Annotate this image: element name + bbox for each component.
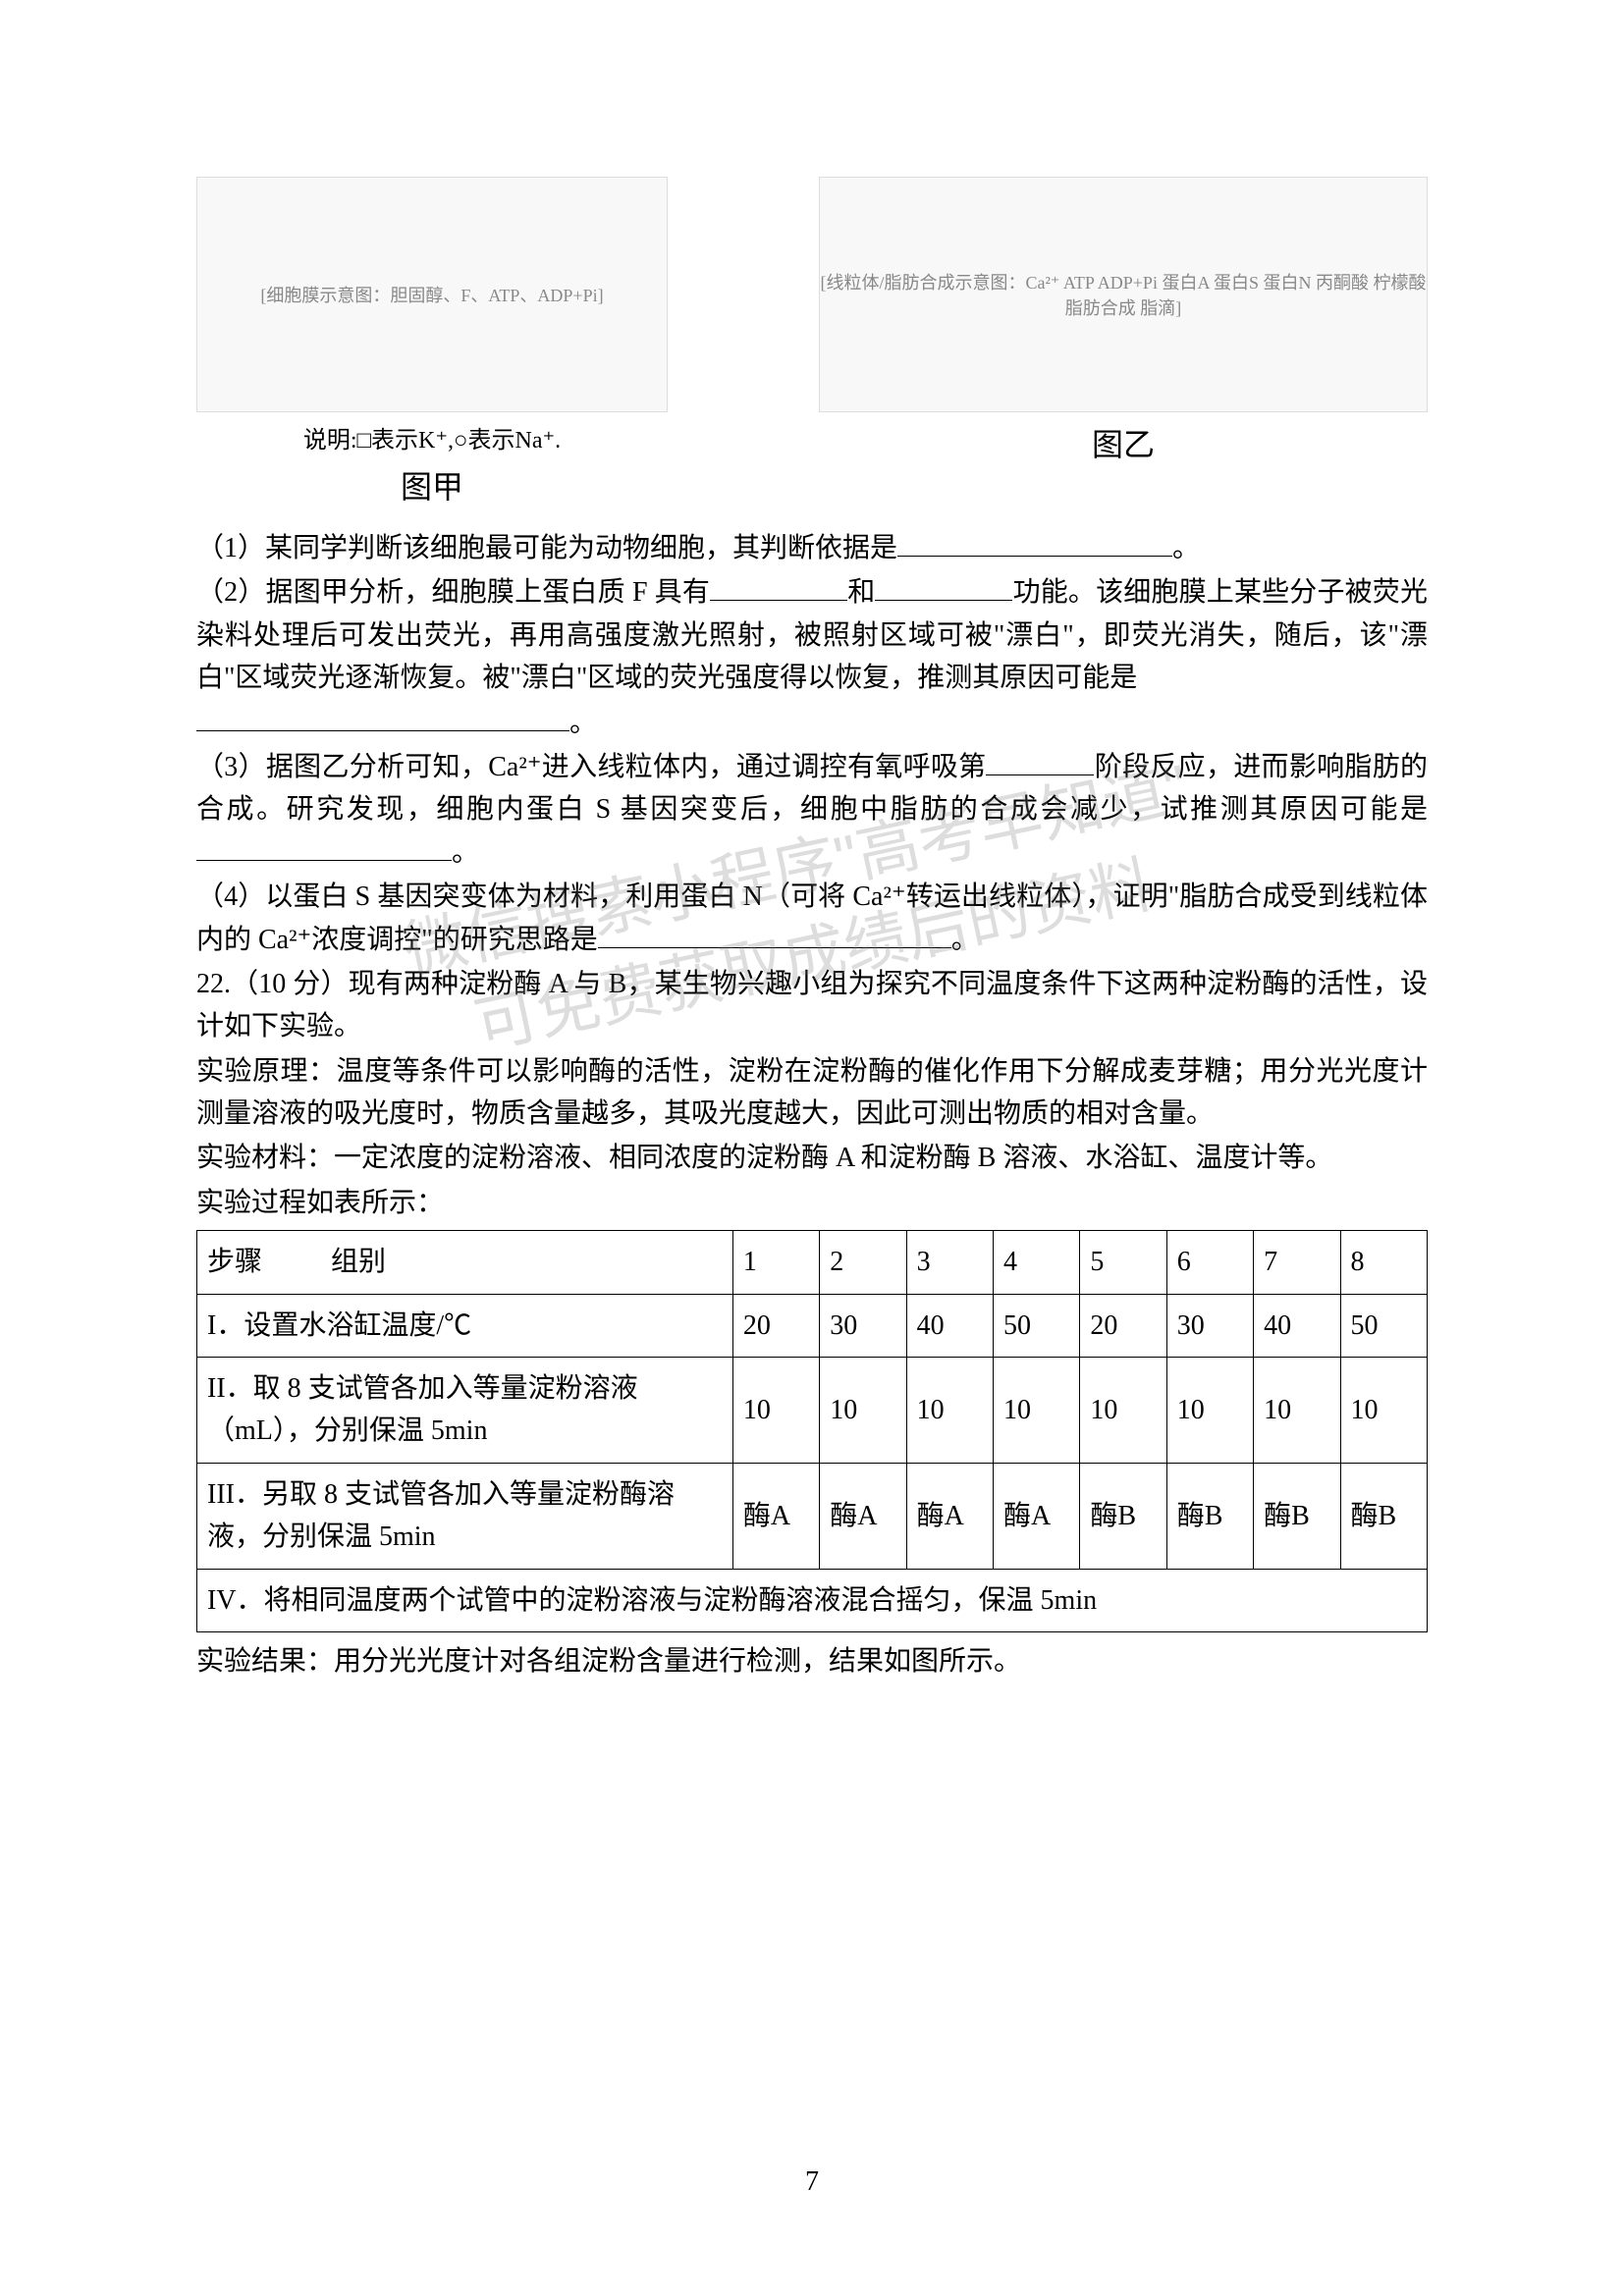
cell: 50	[994, 1294, 1080, 1357]
cell: 20	[732, 1294, 819, 1357]
period: 。	[452, 837, 479, 868]
table-header-row: 步骤 组别 1 2 3 4 5 6 7 8	[197, 1231, 1428, 1294]
blank	[875, 575, 1012, 602]
cell: 10	[994, 1358, 1080, 1464]
table-row: III．另取 8 支试管各加入等量淀粉酶溶液，分别保温 5min 酶A 酶A 酶…	[197, 1463, 1428, 1569]
q21-2-blank-line: 。	[196, 702, 1428, 744]
q21-2b: 和	[847, 577, 875, 608]
table-row: II．取 8 支试管各加入等量淀粉溶液（mL），分别保温 5min 10 10 …	[197, 1358, 1428, 1464]
figure-yi-caption: 图乙	[819, 420, 1428, 465]
figure-jia-image: [细胞膜示意图：胆固醇、F、ATP、ADP+Pi]	[196, 177, 668, 412]
cell: 40	[1254, 1294, 1340, 1357]
cell: 酶B	[1166, 1463, 1253, 1569]
q22-proc-label: 实验过程如表所示：	[196, 1182, 1428, 1224]
cell: 酶B	[1254, 1463, 1340, 1569]
col-3: 3	[906, 1231, 993, 1294]
cell: 酶A	[820, 1463, 906, 1569]
cell: 酶A	[732, 1463, 819, 1569]
blank	[986, 749, 1094, 775]
q21-1-text: （1）某同学判断该细胞最可能为动物细胞，其判断依据是	[196, 533, 897, 563]
cell: 30	[820, 1294, 906, 1357]
period: 。	[1172, 533, 1200, 563]
row-2-label: II．取 8 支试管各加入等量淀粉溶液（mL），分别保温 5min	[197, 1358, 733, 1464]
period: 。	[569, 708, 597, 738]
cell: 酶A	[906, 1463, 993, 1569]
q21-1: （1）某同学判断该细胞最可能为动物细胞，其判断依据是 。	[196, 527, 1428, 569]
q21-2a: （2）据图甲分析，细胞膜上蛋白质 F 具有	[196, 577, 710, 608]
experiment-table: 步骤 组别 1 2 3 4 5 6 7 8 I．设置水浴缸温度/℃ 20 30 …	[196, 1230, 1428, 1632]
cell: 30	[1166, 1294, 1253, 1357]
cell: 10	[820, 1358, 906, 1464]
blank	[196, 705, 569, 731]
cell: 酶B	[1080, 1463, 1166, 1569]
table-row: I．设置水浴缸温度/℃ 20 30 40 50 20 30 40 50	[197, 1294, 1428, 1357]
figure-right-container: [线粒体/脂肪合成示意图：Ca²⁺ ATP ADP+Pi 蛋白A 蛋白S 蛋白N…	[819, 177, 1428, 507]
row-1-label: I．设置水浴缸温度/℃	[197, 1294, 733, 1357]
figure-jia-note: 说明:□表示K⁺,○表示Na⁺.	[196, 420, 668, 454]
col-6: 6	[1166, 1231, 1253, 1294]
cell: 10	[1254, 1358, 1340, 1464]
page-number: 7	[0, 2166, 1624, 2198]
table-row: IV．将相同温度两个试管中的淀粉溶液与淀粉酶溶液混合摇匀，保温 5min	[197, 1569, 1428, 1631]
blank	[710, 575, 847, 602]
cell: 50	[1340, 1294, 1427, 1357]
q21-2: （2）据图甲分析，细胞膜上蛋白质 F 具有和功能。该细胞膜上某些分子被荧光染料处…	[196, 571, 1428, 699]
col-8: 8	[1340, 1231, 1427, 1294]
cell: 酶A	[994, 1463, 1080, 1569]
row-3-label: III．另取 8 支试管各加入等量淀粉酶溶液，分别保温 5min	[197, 1463, 733, 1569]
period: 。	[951, 925, 979, 955]
cell: 40	[906, 1294, 993, 1357]
cell: 10	[1166, 1358, 1253, 1464]
figure-left-container: [细胞膜示意图：胆固醇、F、ATP、ADP+Pi] 说明:□表示K⁺,○表示Na…	[196, 177, 668, 507]
figure-row: [细胞膜示意图：胆固醇、F、ATP、ADP+Pi] 说明:□表示K⁺,○表示Na…	[196, 177, 1428, 507]
cell: 10	[1340, 1358, 1427, 1464]
step-label: 步骤	[207, 1247, 262, 1277]
q21-3a: （3）据图乙分析可知，Ca²⁺进入线粒体内，通过调控有氧呼吸第	[196, 752, 986, 782]
question-21-body: （1）某同学判断该细胞最可能为动物细胞，其判断依据是。 （2）据图甲分析，细胞膜…	[196, 527, 1428, 1682]
q22-result: 实验结果：用分光光度计对各组淀粉含量进行检测，结果如图所示。	[196, 1640, 1428, 1682]
exam-page: [细胞膜示意图：胆固醇、F、ATP、ADP+Pi] 说明:□表示K⁺,○表示Na…	[0, 0, 1624, 2296]
q22-principle: 实验原理：温度等条件可以影响酶的活性，淀粉在淀粉酶的催化作用下分解成麦芽糖；用分…	[196, 1050, 1428, 1136]
col-2: 2	[820, 1231, 906, 1294]
row-4-full: IV．将相同温度两个试管中的淀粉溶液与淀粉酶溶液混合摇匀，保温 5min	[197, 1569, 1428, 1631]
blank	[897, 530, 1172, 557]
q22-intro: 22.（10 分）现有两种淀粉酶 A 与 B，某生物兴趣小组为探究不同温度条件下…	[196, 963, 1428, 1048]
figure-jia-caption: 图甲	[196, 462, 668, 507]
q22-materials: 实验材料：一定浓度的淀粉溶液、相同浓度的淀粉酶 A 和淀粉酶 B 溶液、水浴缸、…	[196, 1137, 1428, 1179]
group-label: 组别	[331, 1247, 386, 1277]
q21-3: （3）据图乙分析可知，Ca²⁺进入线粒体内，通过调控有氧呼吸第阶段反应，进而影响…	[196, 746, 1428, 874]
figure-yi-image: [线粒体/脂肪合成示意图：Ca²⁺ ATP ADP+Pi 蛋白A 蛋白S 蛋白N…	[819, 177, 1428, 412]
col-5: 5	[1080, 1231, 1166, 1294]
cell: 酶B	[1340, 1463, 1427, 1569]
blank	[598, 922, 951, 948]
col-1: 1	[732, 1231, 819, 1294]
cell: 10	[732, 1358, 819, 1464]
blank	[196, 834, 452, 861]
col-7: 7	[1254, 1231, 1340, 1294]
q21-4: （4）以蛋白 S 基因突变体为材料，利用蛋白 N（可将 Ca²⁺转运出线粒体），…	[196, 876, 1428, 961]
cell: 20	[1080, 1294, 1166, 1357]
col-4: 4	[994, 1231, 1080, 1294]
cell: 10	[906, 1358, 993, 1464]
cell: 10	[1080, 1358, 1166, 1464]
header-step-group: 步骤 组别	[197, 1231, 733, 1294]
